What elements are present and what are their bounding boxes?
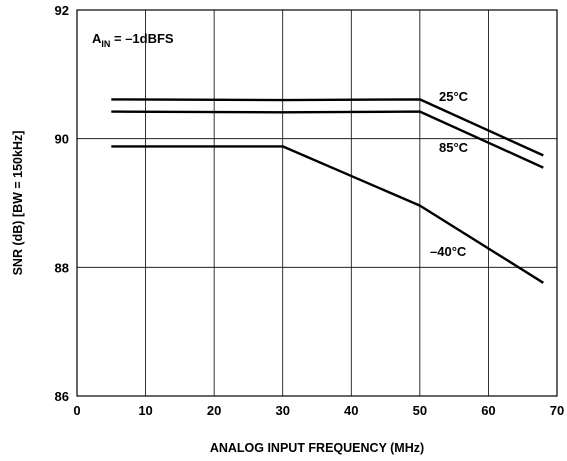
series-label: 85°C (439, 140, 469, 155)
x-tick-label: 20 (207, 403, 221, 418)
x-tick-label: 30 (275, 403, 289, 418)
grid (77, 10, 557, 396)
x-tick-label: 10 (138, 403, 152, 418)
series-labels: 25°C 85°C –40°C (430, 89, 469, 259)
y-tick-label: 92 (55, 3, 69, 18)
x-tick-label: 70 (550, 403, 564, 418)
x-tick-label: 50 (413, 403, 427, 418)
series-layer (111, 98, 544, 284)
y-tick-label: 88 (55, 260, 69, 275)
y-tick-label: 90 (55, 132, 69, 147)
plot-frame (76, 9, 558, 397)
x-tick-labels: 0 10 20 30 40 50 60 70 (73, 403, 564, 418)
series-label: –40°C (430, 244, 467, 259)
y-axis-title: SNR (dB) [BW = 150kHz] (11, 131, 25, 276)
series-label: 25°C (439, 89, 469, 104)
input-level-annotation: AIN = –1dBFS (92, 31, 174, 49)
x-tick-label: 60 (481, 403, 495, 418)
series-line (111, 98, 544, 157)
y-tick-labels: 86 88 90 92 (55, 3, 69, 404)
series-line (111, 145, 544, 284)
series-line (111, 110, 544, 169)
x-tick-label: 0 (73, 403, 80, 418)
y-tick-label: 86 (55, 389, 69, 404)
x-axis-title: ANALOG INPUT FREQUENCY (MHz) (210, 441, 424, 455)
x-tick-label: 40 (344, 403, 358, 418)
